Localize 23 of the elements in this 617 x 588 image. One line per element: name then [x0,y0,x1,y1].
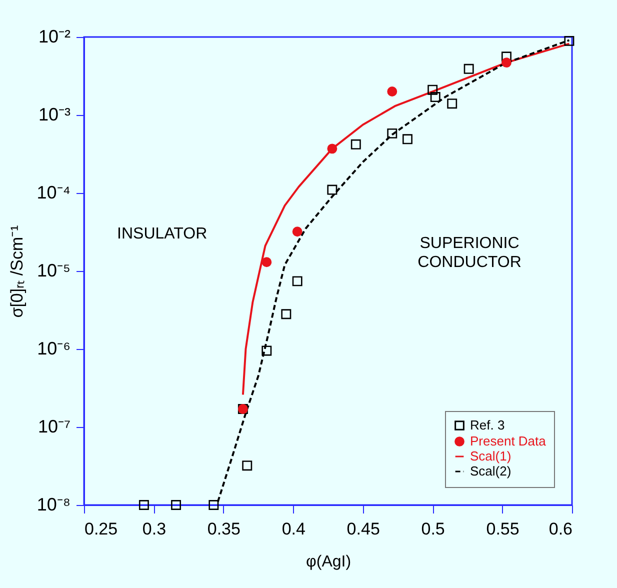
y-tick-label: 10⁻³ [38,104,71,124]
x-tick-label: 0.25 [84,520,118,538]
x-tick-label: 0.4 [282,520,306,538]
y-tick-label: 10⁻⁴ [36,182,70,202]
legend-label: Ref. 3 [470,418,505,432]
y-tick-label: 10⁻⁵ [37,260,70,280]
annotation: INSULATOR [117,226,208,243]
y-tick-label: 10⁻⁸ [36,494,70,514]
y-axis-title: σ[0]ᵣₜ /Scm⁻¹ [8,224,27,318]
legend-label: Present Data [470,434,547,448]
x-tick-label: 0.3 [142,520,166,538]
x-tick-label: 0.55 [486,520,520,538]
x-tick-label: 0.5 [421,520,445,538]
annotation: SUPERIONIC CONDUCTOR [418,234,522,271]
legend-label: Scal(2) [470,464,512,478]
x-tick-label: 0.45 [346,520,380,538]
x-tick-label: 0.6 [548,520,572,538]
y-tick-label: 10⁻² [38,26,71,46]
legend-label: Scal(1) [470,448,512,464]
y-tick-label: 10⁻⁶ [37,338,70,358]
y-tick-label: 10⁻⁷ [38,416,70,436]
x-tick-label: 0.35 [207,520,240,538]
x-axis-title: φ(AgI) [306,554,352,570]
